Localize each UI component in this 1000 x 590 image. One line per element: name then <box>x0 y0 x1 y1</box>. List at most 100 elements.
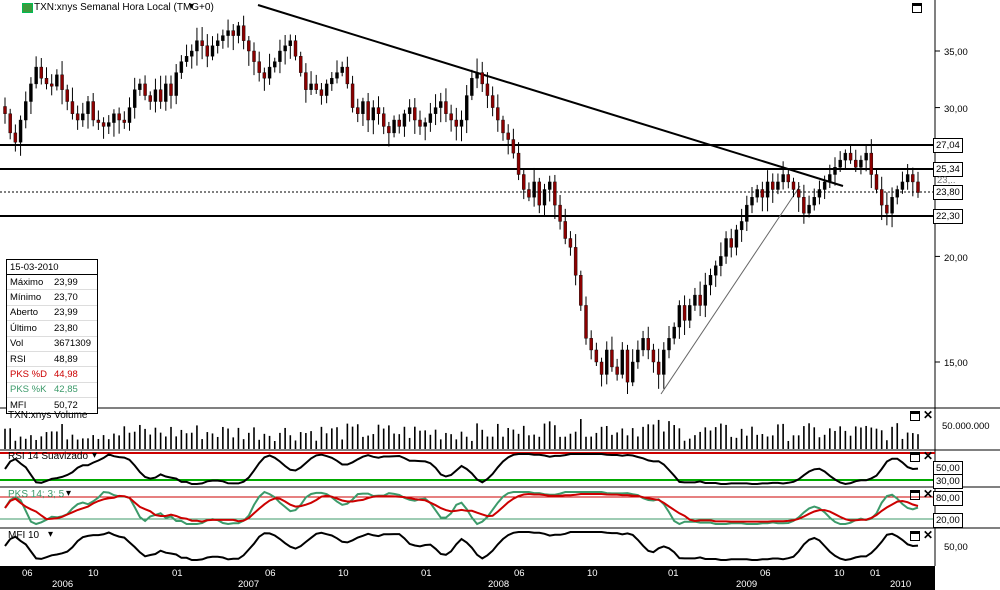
candle-body <box>96 119 101 123</box>
volume-bar <box>533 434 535 449</box>
candle-body <box>221 35 225 41</box>
maximize-button[interactable] <box>912 3 922 13</box>
rsi-close-button[interactable]: ✕ <box>923 449 934 463</box>
mfi-close-button[interactable]: ✕ <box>923 528 934 542</box>
volume-bar <box>289 435 292 449</box>
candle-body <box>132 89 137 108</box>
candle-body <box>262 72 267 79</box>
candle-body <box>143 83 147 96</box>
candle-body <box>579 275 583 306</box>
candle-body <box>620 349 625 375</box>
volume-close-button[interactable]: ✕ <box>923 408 934 422</box>
pks-maximize-button[interactable] <box>910 490 920 500</box>
downtrend-line[interactable] <box>257 4 844 187</box>
time-axis[interactable]: 06 10 01 06 10 01 06 10 01 06 10 01 2006… <box>0 566 935 590</box>
candle-body <box>418 119 422 127</box>
rsi-dropdown-icon[interactable]: ▾ <box>92 450 98 461</box>
candle-body <box>688 305 692 321</box>
volume-maximize-button[interactable] <box>910 411 920 421</box>
volume-bar <box>471 440 473 449</box>
x-tick-year: 2009 <box>736 579 758 590</box>
candle-body <box>672 326 676 339</box>
pks-close-button[interactable]: ✕ <box>923 487 934 501</box>
mfi-dropdown-icon[interactable]: ▾ <box>48 529 54 540</box>
info-value: 44,98 <box>54 369 78 381</box>
pks-pane-title[interactable]: PKS 14; 3; 5 <box>8 489 65 500</box>
volume-bar <box>554 425 556 449</box>
volume-bar <box>782 423 784 449</box>
candle-body <box>101 122 106 127</box>
volume-bar <box>699 431 701 449</box>
volume-bar <box>642 426 644 449</box>
volume-bar <box>709 430 712 449</box>
volume-bar <box>740 428 743 449</box>
volume-pane-title[interactable]: TXN:xnys Volume <box>8 410 88 421</box>
candle-body <box>454 119 459 127</box>
volume-bar <box>631 428 634 449</box>
candle-body <box>340 66 344 73</box>
candle-body <box>158 89 163 102</box>
volume-bar <box>673 425 675 449</box>
candle-body <box>18 119 23 143</box>
rsi-tick-label: 50,00 <box>933 461 963 476</box>
volume-bar <box>683 440 686 449</box>
chart-title[interactable]: TXN:xnys Semanal Hora Local (TMG+0) <box>34 2 214 13</box>
candle-body <box>713 265 718 276</box>
volume-bar <box>434 429 437 449</box>
info-row: MFI 50,72 <box>7 398 97 412</box>
volume-bars <box>4 419 919 449</box>
candle-body <box>781 174 785 183</box>
volume-bar <box>590 436 592 449</box>
volume-bar <box>113 433 115 449</box>
volume-bar <box>102 435 105 449</box>
info-row: Máximo 23,99 <box>7 275 97 291</box>
candle-body <box>122 119 127 123</box>
volume-bar <box>139 424 141 449</box>
candle-body <box>65 89 69 102</box>
volume-bar <box>258 439 260 449</box>
candle-body <box>138 83 142 90</box>
candle-body <box>81 113 85 121</box>
volume-bar <box>777 424 779 449</box>
volume-bar <box>82 438 84 449</box>
volume-bar <box>647 424 650 449</box>
rsi-pane-title[interactable]: RSI 14 Suavizado <box>8 451 89 462</box>
volume-bar <box>159 432 162 449</box>
info-row: PKS %D 44,98 <box>7 367 97 383</box>
x-tick-month: 10 <box>834 568 845 579</box>
info-label: MFI <box>10 399 27 411</box>
volume-bar <box>720 423 722 449</box>
volume-bar <box>325 433 328 449</box>
volume-bar <box>429 434 432 449</box>
volume-bar <box>377 424 380 449</box>
candle-body <box>252 50 256 62</box>
info-row: Aberto 23,99 <box>7 306 97 322</box>
candle-body <box>298 56 303 73</box>
pks-dropdown-icon[interactable]: ▾ <box>66 488 72 499</box>
rsi-maximize-button[interactable] <box>910 452 920 462</box>
candle-body <box>573 247 578 276</box>
volume-bar <box>242 439 245 449</box>
x-tick-month: 01 <box>870 568 881 579</box>
candle-body <box>605 349 609 375</box>
volume-bar <box>538 436 541 449</box>
symbol-icon[interactable] <box>22 3 33 13</box>
mfi-pane-title[interactable]: MFI 10 <box>8 530 40 541</box>
candle-body <box>651 349 656 363</box>
candle-body <box>283 45 287 52</box>
candle-body <box>273 61 277 68</box>
candle-body <box>532 181 536 198</box>
candle-body <box>117 113 121 121</box>
volume-bar <box>310 431 312 449</box>
volume-bar <box>71 434 74 449</box>
x-tick-month: 06 <box>265 568 276 579</box>
info-label: Vol <box>10 338 24 350</box>
uptrend-line[interactable] <box>660 185 801 395</box>
candle-body <box>39 66 44 79</box>
volume-bar <box>450 434 452 449</box>
x-tick-month: 10 <box>338 568 349 579</box>
title-dropdown-icon[interactable]: ▾ <box>189 1 195 12</box>
mfi-maximize-button[interactable] <box>910 531 920 541</box>
candle-body <box>812 197 816 206</box>
candle-body <box>324 83 329 96</box>
